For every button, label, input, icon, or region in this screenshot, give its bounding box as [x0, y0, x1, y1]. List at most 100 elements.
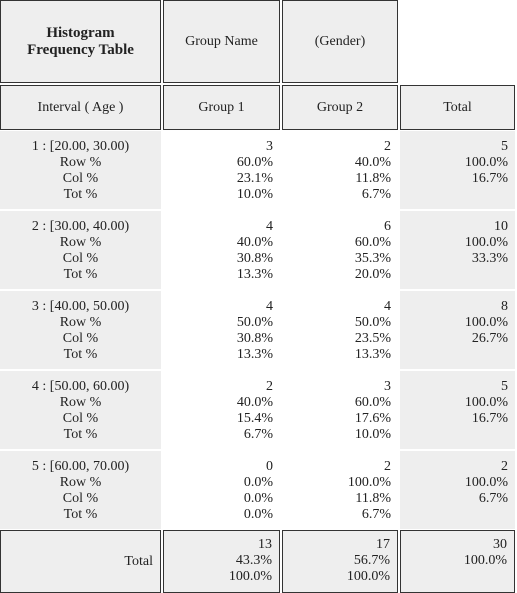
total-value: 13 — [258, 537, 272, 552]
cell-value: 23.5% — [354, 331, 391, 346]
data-cell: 4 50.0% 30.8% 13.3% — [163, 291, 280, 369]
cell-value: 15.4% — [236, 411, 273, 426]
cell-value: 100.0% — [464, 315, 508, 330]
stat-label: Col % — [62, 171, 99, 186]
cell-value: 40.0% — [236, 395, 273, 410]
cell-value: 0.0% — [243, 507, 273, 522]
interval-label: 4 : [50.00, 60.00) — [31, 379, 130, 394]
data-cell: 2 100.0% 11.8% 6.7% — [282, 451, 398, 529]
column-header: Group 1 — [163, 85, 280, 130]
data-cell: 2 40.0% 11.8% 6.7% — [282, 131, 398, 209]
interval-cell: 2 : [30.00, 40.00) Row % Col % Tot % — [0, 211, 161, 289]
group-var: (Gender) — [282, 0, 398, 83]
cell-value: 6 — [384, 219, 391, 234]
interval-label: 1 : [20.00, 30.00) — [31, 139, 130, 154]
cell-value: 10.0% — [236, 187, 273, 202]
data-cell: 5 100.0% 16.7% — [400, 371, 515, 449]
cell-value: 30.8% — [236, 331, 273, 346]
cell-value: 3 — [266, 139, 273, 154]
cell-value: 100.0% — [464, 475, 508, 490]
stat-label: Col % — [62, 491, 99, 506]
cell-value: 26.7% — [471, 331, 508, 346]
cell-value: 11.8% — [355, 491, 391, 506]
cell-value: 2 — [384, 139, 391, 154]
cell-value: 5 — [501, 139, 508, 154]
cell-value: 35.3% — [354, 251, 391, 266]
cell-value: 60.0% — [236, 155, 273, 170]
stat-label: Row % — [59, 155, 102, 170]
cell-value: 0.0% — [243, 491, 273, 506]
data-cell: 10 100.0% 33.3% — [400, 211, 515, 289]
data-cell: 3 60.0% 17.6% 10.0% — [282, 371, 398, 449]
stat-label: Col % — [62, 411, 99, 426]
stat-label: Tot % — [63, 267, 98, 282]
stat-label: Row % — [59, 235, 102, 250]
interval-label: 3 : [40.00, 50.00) — [31, 299, 130, 314]
cell-value: 10.0% — [354, 427, 391, 442]
cell-value: 6.7% — [361, 507, 391, 522]
cell-value: 3 — [384, 379, 391, 394]
total-cell: 13 43.3% 100.0% — [163, 530, 280, 593]
total-cell: 30 100.0% — [400, 530, 515, 593]
cell-value: 33.3% — [471, 251, 508, 266]
stat-label: Row % — [59, 315, 102, 330]
cell-value: 4 — [384, 299, 391, 314]
cell-value: 6.7% — [243, 427, 273, 442]
data-cell: 8 100.0% 26.7% — [400, 291, 515, 369]
cell-value: 13.3% — [236, 347, 273, 362]
stat-label: Tot % — [63, 347, 98, 362]
cell-value: 16.7% — [471, 171, 508, 186]
cell-value: 100.0% — [464, 395, 508, 410]
cell-value: 60.0% — [354, 395, 391, 410]
group-name: Group Name — [163, 0, 280, 83]
interval-cell: 1 : [20.00, 30.00) Row % Col % Tot % — [0, 131, 161, 209]
total-cell: 17 56.7% 100.0% — [282, 530, 398, 593]
column-header: Interval ( Age ) — [0, 85, 161, 130]
stat-label: Col % — [62, 331, 99, 346]
cell-value: 50.0% — [354, 315, 391, 330]
cell-value: 0.0% — [243, 475, 273, 490]
table-title: Histogram Frequency Table — [0, 0, 161, 83]
cell-value: 4 — [266, 219, 273, 234]
cell-value: 5 — [501, 379, 508, 394]
cell-value: 13.3% — [354, 347, 391, 362]
cell-value: 100.0% — [464, 155, 508, 170]
cell-value: 100.0% — [347, 475, 391, 490]
total-value: 43.3% — [235, 553, 272, 568]
cell-value: 11.8% — [355, 171, 391, 186]
cell-value: 60.0% — [354, 235, 391, 250]
total-value: 100.0% — [228, 569, 272, 584]
stat-label: Tot % — [63, 187, 98, 202]
cell-value: 2 — [384, 459, 391, 474]
cell-value: 6.7% — [361, 187, 391, 202]
stat-label: Tot % — [63, 427, 98, 442]
cell-value: 16.7% — [471, 411, 508, 426]
cell-value: 20.0% — [354, 267, 391, 282]
data-cell: 5 100.0% 16.7% — [400, 131, 515, 209]
column-header: Total — [400, 85, 515, 130]
cell-value: 8 — [501, 299, 508, 314]
cell-value: 17.6% — [354, 411, 391, 426]
cell-value: 40.0% — [236, 235, 273, 250]
data-cell: 4 40.0% 30.8% 13.3% — [163, 211, 280, 289]
total-value: 30 — [493, 537, 507, 552]
column-header: Group 2 — [282, 85, 398, 130]
interval-cell: 5 : [60.00, 70.00) Row % Col % Tot % — [0, 451, 161, 529]
cell-value: 4 — [266, 299, 273, 314]
data-cell: 0 0.0% 0.0% 0.0% — [163, 451, 280, 529]
cell-value: 2 — [501, 459, 508, 474]
data-cell: 4 50.0% 23.5% 13.3% — [282, 291, 398, 369]
data-cell: 2 100.0% 6.7% — [400, 451, 515, 529]
cell-value: 13.3% — [236, 267, 273, 282]
total-value: 100.0% — [346, 569, 390, 584]
cell-value: 10 — [494, 219, 508, 234]
cell-value: 23.1% — [236, 171, 273, 186]
cell-value: 2 — [266, 379, 273, 394]
data-cell: 2 40.0% 15.4% 6.7% — [163, 371, 280, 449]
interval-cell: 4 : [50.00, 60.00) Row % Col % Tot % — [0, 371, 161, 449]
cell-value: 0 — [266, 459, 273, 474]
interval-label: 2 : [30.00, 40.00) — [31, 219, 130, 234]
cell-value: 50.0% — [236, 315, 273, 330]
stat-label: Row % — [59, 475, 102, 490]
